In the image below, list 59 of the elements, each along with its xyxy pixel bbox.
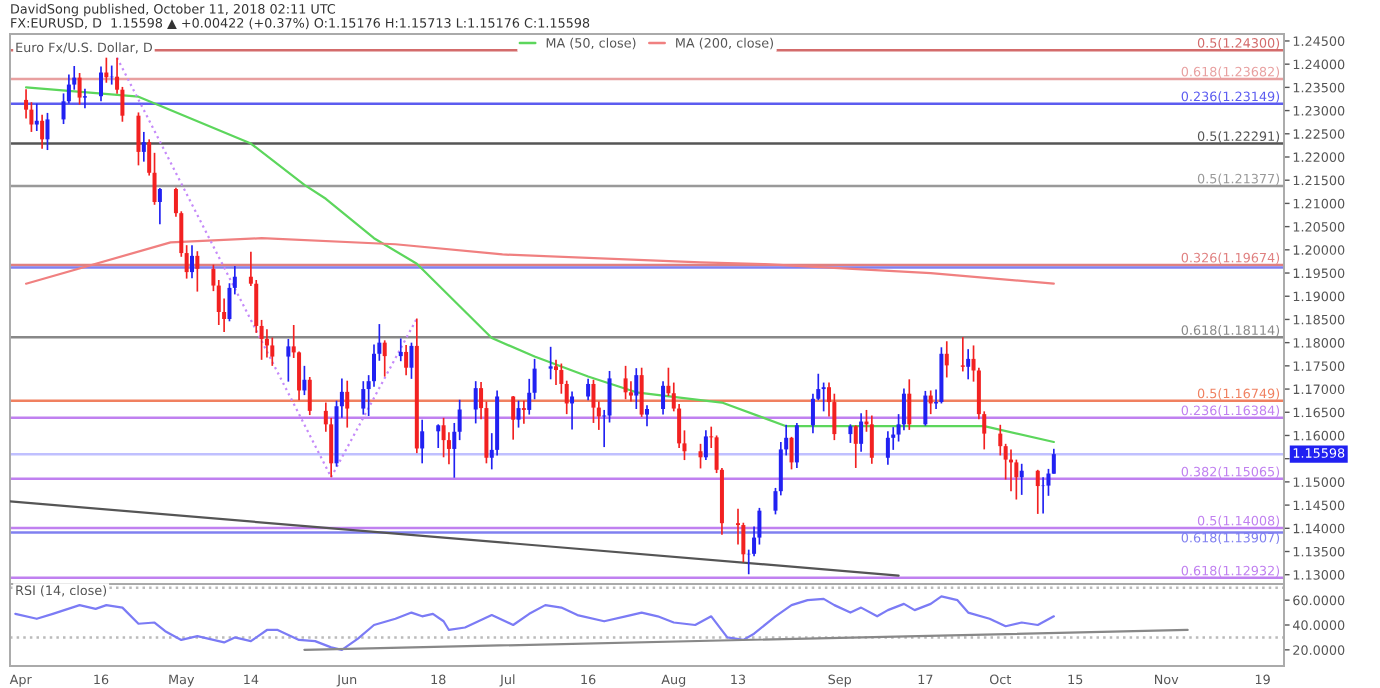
candlestick — [345, 379, 350, 429]
candlestick — [859, 412, 864, 453]
candlestick — [473, 380, 478, 425]
candlestick — [703, 429, 708, 461]
candlestick — [302, 365, 307, 396]
candlestick — [516, 399, 521, 429]
line-series — [24, 237, 1055, 285]
candlestick — [789, 436, 794, 471]
candlestick — [644, 404, 650, 428]
candlestick — [398, 337, 403, 363]
candlestick — [34, 102, 39, 132]
candlestick — [848, 423, 853, 444]
candlestick — [591, 378, 596, 424]
candlestick — [441, 417, 446, 459]
candlestick — [40, 113, 45, 150]
candlestick — [270, 336, 275, 367]
candlestick — [794, 422, 799, 469]
candlestick — [404, 344, 409, 376]
candlestick — [264, 328, 269, 359]
candlestick — [698, 442, 703, 470]
candlestick — [960, 336, 965, 373]
line-series — [14, 595, 1055, 651]
candlestick — [189, 244, 195, 279]
candlestick — [382, 339, 387, 378]
candlestick — [639, 366, 644, 418]
candlestick — [436, 423, 441, 449]
candlestick — [511, 395, 516, 441]
candlestick — [548, 345, 553, 381]
candlestick — [77, 72, 82, 106]
candlestick — [623, 365, 628, 401]
candlestick — [420, 418, 425, 465]
candlestick — [1019, 462, 1024, 496]
candlestick — [553, 358, 559, 386]
candlestick — [98, 65, 104, 103]
candlestick — [307, 376, 312, 416]
candlestick — [923, 390, 928, 427]
candlestick — [885, 430, 890, 466]
candlestick — [361, 380, 366, 416]
candlestick — [634, 367, 639, 410]
candlestick — [521, 399, 526, 425]
candlestick — [82, 87, 87, 110]
candlestick — [409, 341, 414, 380]
candlestick — [570, 390, 575, 431]
candlestick — [907, 378, 912, 431]
candlestick — [661, 380, 666, 416]
candlestick — [944, 340, 949, 379]
candlestick — [853, 424, 858, 469]
candlestick — [45, 112, 50, 151]
candlestick — [136, 111, 141, 167]
candlestick — [1035, 468, 1040, 515]
candlestick — [586, 378, 591, 402]
candlestick — [141, 131, 146, 163]
candlestick — [966, 348, 971, 381]
candlestick — [821, 381, 826, 413]
candlestick — [286, 338, 291, 383]
candlestick — [869, 414, 874, 465]
candlestick — [195, 250, 200, 293]
line-series — [24, 86, 1055, 444]
candlestick — [157, 187, 162, 226]
